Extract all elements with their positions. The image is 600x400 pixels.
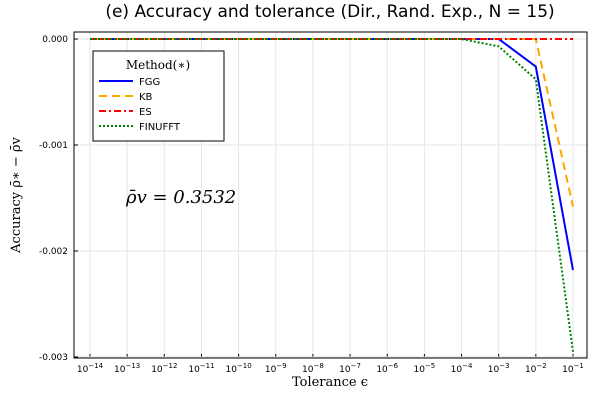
x-tick-label: 10−12	[151, 362, 177, 375]
chart-title: (e) Accuracy and tolerance (Dir., Rand. …	[105, 2, 554, 22]
x-tick-label: 10−7	[339, 362, 361, 375]
x-tick-label: 10−4	[451, 362, 473, 375]
y-tick-labels: 0.000 -0.001 -0.002 -0.003	[39, 35, 68, 363]
mean-annotation: ρ̄v = 0.3532	[125, 187, 236, 208]
y-tick-label: -0.003	[39, 353, 68, 363]
plot-frame	[73, 31, 588, 359]
y-tick-label: -0.002	[39, 247, 68, 257]
y-tick-label: -0.001	[39, 141, 68, 151]
x-tick-labels: 10−14 10−13 10−12 10−11 10−10 10−9 10−8 10−7 10−…	[77, 362, 584, 375]
x-tick-label: 10−10	[225, 362, 251, 375]
legend-label-kb: KB	[139, 92, 153, 103]
legend-label-es: ES	[139, 107, 152, 118]
x-tick-label: 10−2	[525, 362, 547, 375]
x-tick-label: 10−1	[562, 362, 584, 375]
x-tick-label: 10−3	[488, 362, 510, 375]
x-tick-label: 10−14	[77, 362, 104, 375]
series-line-finufft	[90, 38, 574, 352]
x-axis-label: Tolerance ϵ	[292, 375, 368, 390]
legend-entries: FGG KB ES FINUFFT	[99, 77, 181, 133]
x-tick-label: 10−13	[114, 362, 140, 375]
legend-label-fgg: FGG	[139, 77, 160, 88]
y-tick-label: 0.000	[42, 35, 68, 45]
series-layer	[90, 38, 574, 352]
legend-title: Method(∗)	[126, 58, 190, 72]
legend: Method(∗) FGG KB ES FINUFFT	[92, 50, 225, 142]
x-tick-label: 10−8	[302, 362, 324, 375]
y-axis-label: Accuracy ρ̄∗ − ρ̄v	[9, 137, 24, 254]
legend-label-finufft: FINUFFT	[139, 122, 181, 133]
x-tick-label: 10−5	[413, 362, 435, 375]
x-tick-label: 10−9	[265, 362, 287, 375]
x-tick-label: 10−6	[376, 362, 398, 375]
x-tick-label: 10−11	[188, 362, 214, 375]
